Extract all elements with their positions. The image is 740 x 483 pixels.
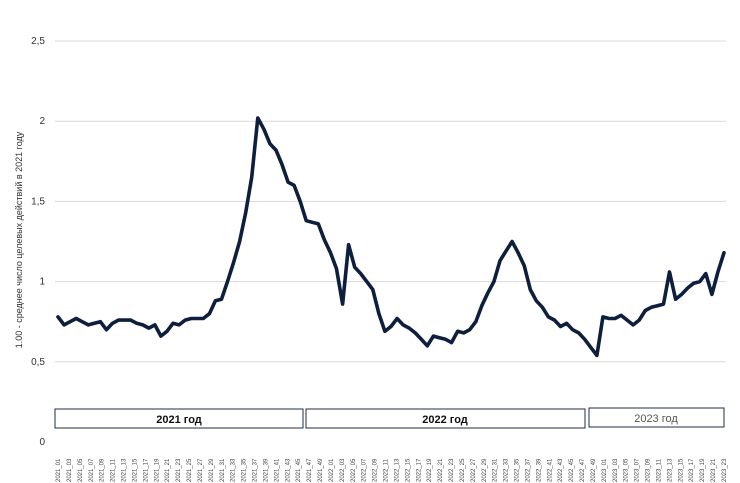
x-tick-label: 2022_39: [536, 458, 542, 482]
x-tick-label: 2021_09: [100, 458, 106, 482]
x-tick-label: 2021_43: [285, 458, 291, 482]
x-tick-label: 2022_19: [427, 458, 433, 482]
x-tick-label: 2023_21: [711, 458, 717, 482]
x-tick-label: 2021_37: [253, 458, 259, 482]
x-tick-label: 2021_01: [56, 458, 62, 482]
x-axis-ticks: 2021_01 2021_03 2021_05 2021_07 2021_09 2021_…: [56, 458, 728, 482]
x-tick-label: 2022_35: [515, 458, 521, 482]
x-tick-label: 2022_07: [362, 458, 368, 482]
x-tick-label: 2023_19: [700, 458, 706, 482]
x-tick-label: 2022_09: [373, 458, 379, 482]
x-tick-label: 2022_23: [449, 458, 455, 482]
y-tick-label: 1: [39, 277, 45, 288]
x-tick-label: 2022_37: [525, 458, 531, 482]
y-axis-ticks: 0 0,5 1 1,5 2 2,5: [31, 36, 45, 448]
x-tick-label: 2021_15: [132, 458, 138, 482]
x-tick-label: 2023_09: [646, 458, 652, 482]
y-tick-label: 1,5: [31, 196, 45, 207]
year-label-2023: 2023 год: [634, 413, 678, 425]
x-tick-label: 2021_33: [231, 458, 237, 482]
y-tick-label: 0: [39, 437, 45, 448]
x-tick-label: 2022_31: [493, 458, 499, 482]
x-tick-label: 2022_29: [482, 458, 488, 482]
x-tick-label: 2022_43: [558, 458, 564, 482]
y-tick-label: 2,5: [31, 36, 45, 47]
y-tick-label: 0,5: [31, 357, 45, 368]
y-tick-label: 2: [39, 116, 45, 127]
y-axis-label: 1.00 - среднее число целевых действий в …: [14, 131, 24, 348]
x-tick-label: 2021_05: [78, 458, 84, 482]
x-tick-label: 2021_07: [89, 458, 95, 482]
x-tick-label: 2021_41: [274, 458, 280, 482]
x-tick-label: 2023_23: [722, 458, 728, 482]
x-tick-label: 2023_11: [656, 458, 662, 482]
x-tick-label: 2021_29: [209, 458, 215, 482]
x-tick-label: 2021_11: [111, 458, 117, 482]
x-tick-label: 2021_17: [143, 458, 149, 482]
x-tick-label: 2022_13: [394, 458, 400, 482]
x-tick-label: 2022_05: [351, 458, 357, 482]
year-box-2022: [305, 408, 586, 429]
x-tick-label: 2021_13: [122, 458, 128, 482]
x-tick-label: 2023_03: [613, 458, 619, 482]
year-label-2021: 2021 год: [156, 414, 202, 426]
x-tick-label: 2022_47: [580, 458, 586, 482]
x-tick-label: 2022_03: [340, 458, 346, 482]
year-box-2023: [588, 407, 725, 428]
x-tick-label: 2021_21: [165, 458, 171, 482]
x-tick-label: 2023_05: [624, 458, 630, 482]
x-tick-label: 2021_39: [263, 458, 269, 482]
gridlines: [55, 40, 726, 363]
year-box-2021: [54, 408, 304, 429]
x-tick-label: 2023_15: [678, 458, 684, 482]
x-tick-label: 2022_11: [384, 458, 390, 482]
x-tick-label: 2022_01: [329, 458, 335, 482]
x-tick-label: 2022_33: [504, 458, 510, 482]
x-tick-label: 2023_13: [667, 458, 673, 482]
x-tick-label: 2021_35: [242, 458, 248, 482]
x-tick-label: 2022_41: [547, 458, 553, 482]
x-tick-label: 2022_27: [471, 458, 477, 482]
series-line-0: [56, 116, 726, 358]
x-tick-label: 2022_49: [591, 458, 597, 482]
x-tick-label: 2023_17: [689, 458, 695, 482]
x-tick-label: 2022_15: [405, 458, 411, 482]
x-tick-label: 2022_17: [416, 458, 422, 482]
x-tick-label: 2021_25: [187, 458, 193, 482]
x-tick-label: 2023_01: [602, 458, 608, 482]
x-tick-label: 2021_49: [318, 458, 324, 482]
x-tick-label: 2021_23: [176, 458, 182, 482]
x-tick-label: 2021_27: [198, 458, 204, 482]
x-tick-label: 2021_47: [307, 458, 313, 482]
year-label-2022: 2022 год: [422, 414, 468, 426]
year-boxes: 2021 год 2022 год 2023 год: [54, 407, 725, 429]
series-group: [56, 116, 726, 358]
x-tick-label: 2022_21: [438, 458, 444, 482]
x-tick-label: 2021_03: [67, 458, 73, 482]
x-tick-label: 2021_19: [154, 458, 160, 482]
x-tick-label: 2021_45: [296, 458, 302, 482]
x-tick-label: 2021_31: [220, 458, 226, 482]
x-tick-label: 2022_25: [460, 458, 466, 482]
x-tick-label: 2023_07: [635, 458, 641, 482]
x-tick-label: 2022_45: [569, 458, 575, 482]
